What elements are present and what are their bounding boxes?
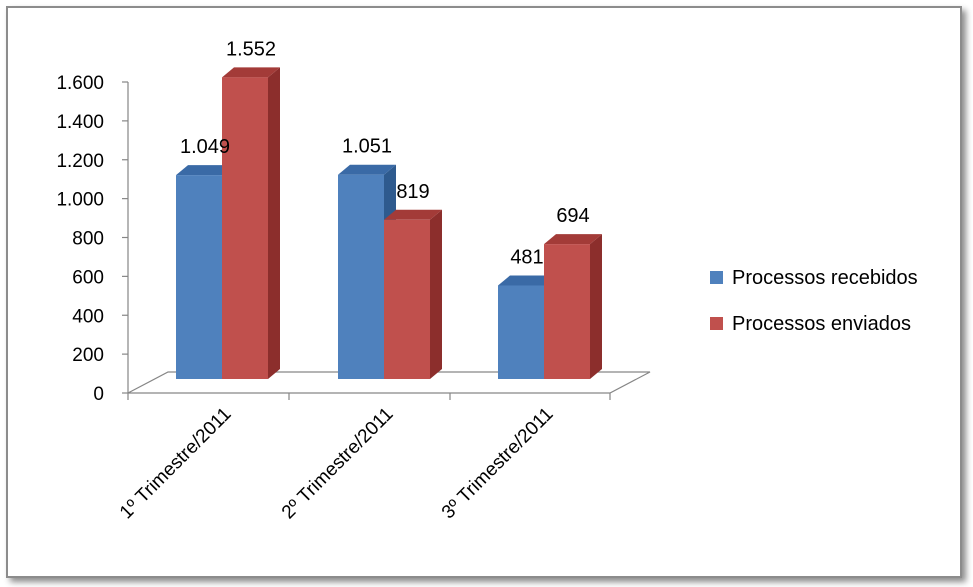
y-tick-label: 1.000 (56, 190, 104, 211)
x-category-label: 1º Trimestre/2011 (116, 404, 236, 524)
legend-swatch (710, 317, 723, 330)
data-label: 1.049 (180, 136, 230, 158)
chart-frame (6, 6, 962, 578)
y-tick-label: 0 (93, 384, 104, 405)
y-tick-label: 400 (72, 306, 104, 327)
y-tick-label: 1.600 (56, 73, 104, 94)
y-tick-label: 600 (72, 267, 104, 288)
y-tick-label: 800 (72, 229, 104, 250)
data-label: 1.051 (342, 136, 392, 158)
y-tick-label: 200 (72, 345, 104, 366)
data-label: 694 (556, 205, 589, 227)
legend-label: Processos enviados (732, 313, 911, 335)
y-tick-label: 1.400 (56, 112, 104, 133)
bar-enviados-1 (222, 67, 280, 379)
y-tick-label: 1.200 (56, 151, 104, 172)
legend-label: Processos recebidos (732, 267, 918, 289)
data-label: 481 (510, 247, 543, 269)
x-category-label: 2º Trimestre/2011 (278, 404, 398, 524)
legend-swatch (710, 271, 723, 284)
data-label: 1.552 (226, 38, 276, 60)
data-label: 819 (396, 181, 429, 203)
legend-item: Processos enviados (710, 313, 911, 335)
x-category-label: 3º Trimestre/2011 (438, 404, 558, 524)
bar-enviados-2 (384, 209, 442, 379)
bar-enviados-3 (544, 234, 602, 379)
legend-item: Processos recebidos (710, 267, 918, 289)
